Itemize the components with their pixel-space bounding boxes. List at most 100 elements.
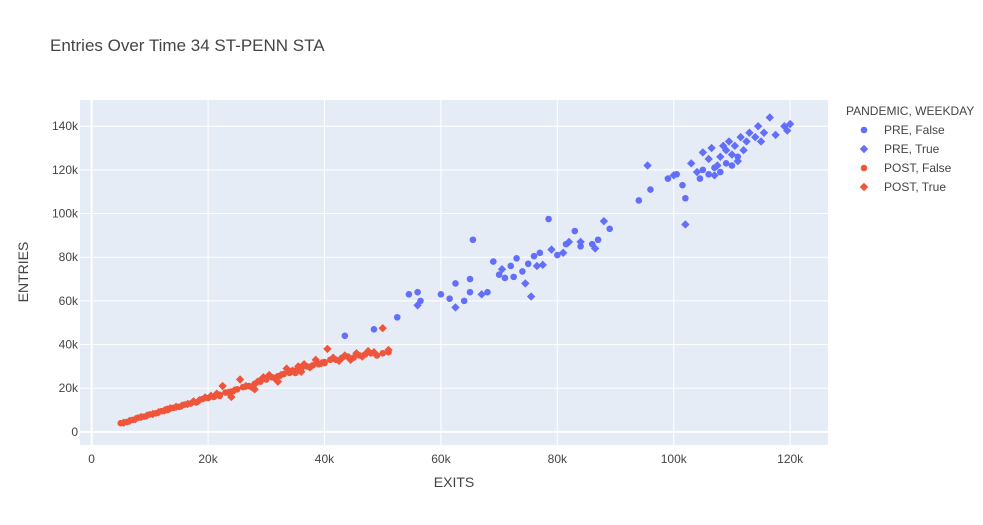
data-point xyxy=(513,255,520,262)
data-point xyxy=(530,252,538,260)
data-point xyxy=(742,137,751,146)
data-point xyxy=(717,168,724,176)
series-pre-true xyxy=(413,113,795,312)
y-tick-label: 100k xyxy=(52,207,79,221)
data-point xyxy=(554,251,561,259)
data-point xyxy=(484,288,491,296)
x-tick-label: 40k xyxy=(315,452,335,466)
chart-title: Entries Over Time 34 ST-PENN STA xyxy=(50,36,325,55)
data-point xyxy=(296,367,306,377)
data-point xyxy=(692,167,702,177)
data-point xyxy=(171,402,181,411)
legend: PANDEMIC, WEEKDAY PRE, False PRE, True POS… xyxy=(846,104,974,194)
data-point xyxy=(739,146,748,155)
data-point xyxy=(538,260,547,270)
data-point xyxy=(664,175,672,182)
data-point xyxy=(745,128,754,137)
x-tick-label: 80k xyxy=(548,452,568,466)
data-point xyxy=(273,377,283,386)
data-point xyxy=(727,150,737,159)
data-point xyxy=(393,313,401,321)
data-point xyxy=(276,370,286,380)
legend-marker xyxy=(860,164,868,172)
y-tick-label: 40k xyxy=(59,338,79,352)
x-tick-label: 60k xyxy=(431,452,451,466)
data-point xyxy=(577,242,584,250)
data-point xyxy=(751,132,760,142)
y-tick-label: 140k xyxy=(52,119,79,133)
data-point xyxy=(212,389,221,398)
data-point xyxy=(384,345,393,355)
data-point xyxy=(736,132,745,142)
data-point xyxy=(446,295,453,303)
data-point xyxy=(341,332,349,340)
data-point xyxy=(545,215,552,223)
x-tick-label: 0 xyxy=(88,452,95,466)
data-point xyxy=(405,291,413,298)
data-point xyxy=(558,248,568,258)
data-point xyxy=(166,404,175,413)
data-point xyxy=(519,268,526,275)
data-point xyxy=(305,363,315,372)
plot-area xyxy=(80,100,828,445)
data-point xyxy=(477,290,486,299)
data-point xyxy=(230,386,239,395)
data-point xyxy=(323,344,332,354)
data-point xyxy=(756,137,766,146)
x-axis-title: EXITS xyxy=(434,474,474,490)
data-point xyxy=(299,360,309,369)
y-tick-label: 0 xyxy=(71,425,78,439)
data-point xyxy=(705,170,712,178)
legend-title: PANDEMIC, WEEKDAY xyxy=(846,104,974,118)
data-point xyxy=(679,181,686,189)
data-point xyxy=(340,351,350,360)
data-point xyxy=(716,152,725,161)
data-point xyxy=(379,349,386,357)
data-point xyxy=(710,171,719,180)
data-point xyxy=(370,325,378,333)
data-point xyxy=(696,175,704,182)
y-tick-label: 80k xyxy=(59,250,79,264)
data-point xyxy=(227,392,236,402)
data-point xyxy=(730,141,740,151)
data-point xyxy=(704,154,713,164)
legend-label: POST, True xyxy=(884,180,946,194)
legend-label: POST, False xyxy=(884,161,952,175)
data-point xyxy=(759,128,769,137)
data-point xyxy=(363,346,373,356)
data-point xyxy=(599,216,609,226)
data-point xyxy=(452,280,459,287)
data-point xyxy=(352,349,361,358)
data-point xyxy=(183,399,192,409)
data-point xyxy=(460,297,468,305)
y-tick-label: 60k xyxy=(59,294,79,308)
data-point xyxy=(311,355,320,365)
data-point xyxy=(669,171,678,180)
data-point xyxy=(728,162,736,169)
data-point xyxy=(329,353,338,362)
data-point xyxy=(142,411,152,420)
data-point xyxy=(547,245,556,254)
data-point xyxy=(189,397,198,406)
legend-marker xyxy=(859,144,869,154)
data-point xyxy=(753,122,763,131)
data-point xyxy=(734,153,742,161)
data-point xyxy=(497,265,507,274)
y-tick-label: 120k xyxy=(52,163,79,177)
data-point xyxy=(346,355,355,365)
data-point xyxy=(564,237,574,247)
data-point xyxy=(721,146,731,155)
data-point xyxy=(532,261,542,271)
data-point xyxy=(466,275,474,283)
x-tick-label: 20k xyxy=(198,452,218,466)
data-point xyxy=(413,301,422,310)
y-tick-label: 20k xyxy=(59,381,79,395)
data-point xyxy=(733,156,742,166)
data-point xyxy=(218,381,227,391)
data-point xyxy=(501,274,509,282)
data-point xyxy=(698,148,708,157)
x-tick-label: 120k xyxy=(777,452,804,466)
data-point xyxy=(414,288,421,296)
data-point xyxy=(687,159,696,168)
data-point xyxy=(489,258,497,265)
